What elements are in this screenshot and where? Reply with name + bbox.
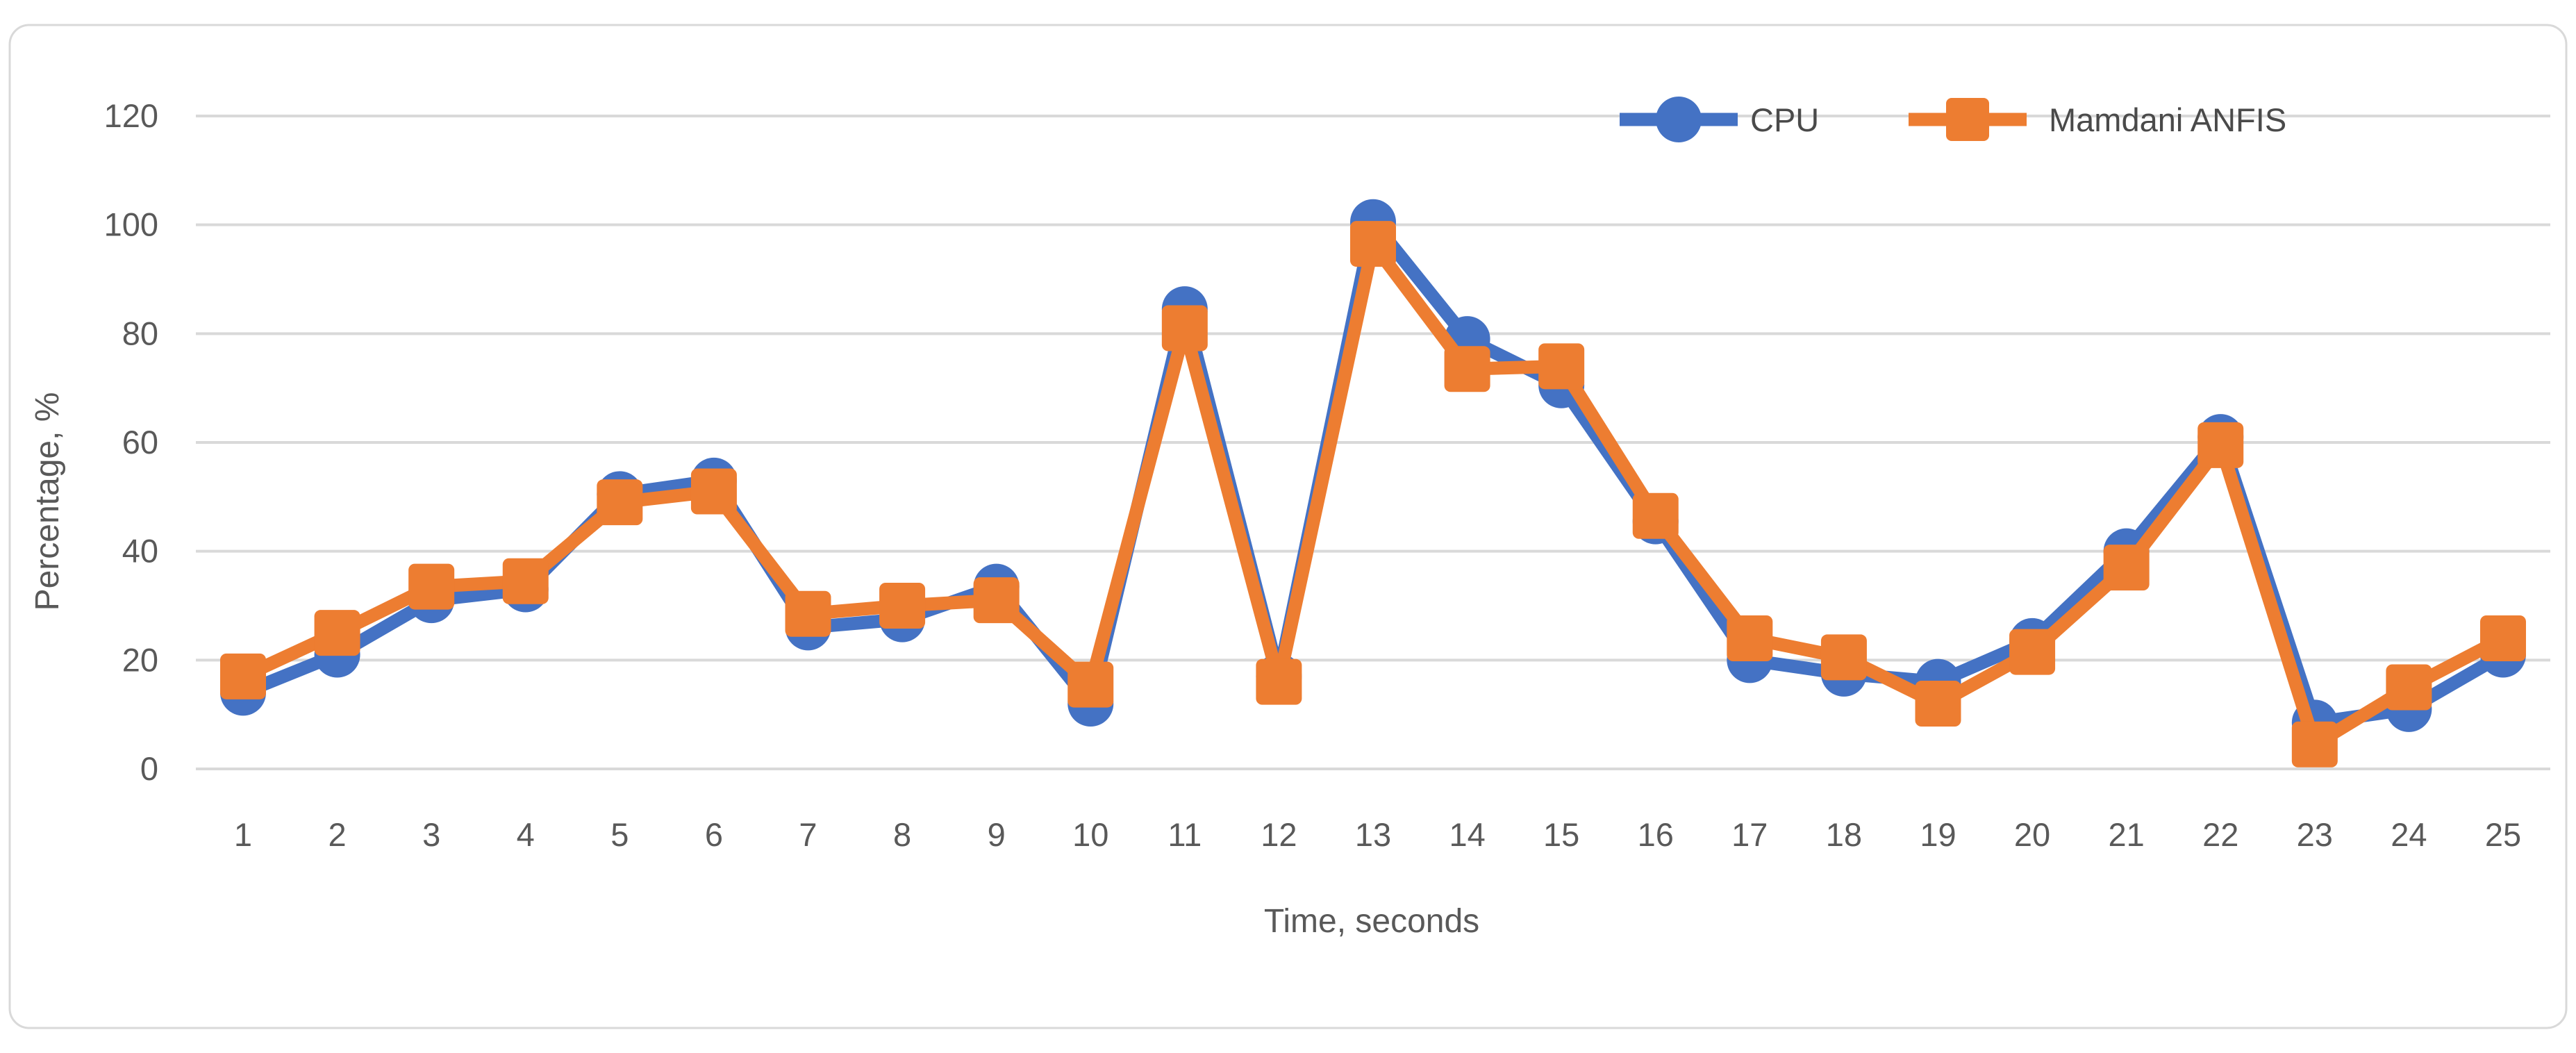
x-tick-label: 5 bbox=[610, 816, 629, 853]
x-axis-tick-labels: 1 2 3 4 5 6 7 8 9 10 11 12 13 14 15 16 17 18 19 20 21 22 23 24 2… bbox=[234, 816, 2521, 853]
mamdani-anfis-marker bbox=[2197, 422, 2244, 468]
y-axis-tick-labels: 0 20 40 60 80 100 120 bbox=[104, 97, 158, 787]
x-tick-label: 24 bbox=[2391, 816, 2427, 853]
x-tick-label: 2 bbox=[329, 816, 347, 853]
x-tick-label: 11 bbox=[1167, 816, 1202, 853]
x-tick-label: 4 bbox=[517, 816, 535, 853]
mamdani-anfis-line bbox=[240, 237, 2507, 752]
mamdani-anfis-marker bbox=[690, 468, 737, 515]
cpu-legend-circle-icon bbox=[1656, 97, 1702, 142]
x-tick-label: 9 bbox=[988, 816, 1006, 853]
mamdani-anfis-marker bbox=[973, 577, 1020, 624]
y-tick-label: 60 bbox=[122, 424, 158, 461]
anfis-legend-label: Mamdani ANFIS bbox=[2049, 101, 2286, 138]
mamdani-anfis-marker bbox=[1067, 661, 1114, 708]
mamdani-anfis-marker bbox=[1444, 346, 1490, 392]
y-tick-label: 120 bbox=[104, 97, 158, 134]
y-axis-title: Percentage, % bbox=[29, 392, 66, 611]
mamdani-anfis-marker bbox=[2103, 545, 2150, 591]
x-tick-label: 6 bbox=[705, 816, 723, 853]
mamdani-anfis-marker bbox=[2479, 615, 2526, 662]
mamdani-anfis-marker bbox=[1256, 658, 1302, 705]
mamdani-anfis-marker bbox=[785, 590, 831, 637]
y-tick-label: 20 bbox=[122, 641, 158, 678]
mamdani-anfis-marker bbox=[1915, 681, 1961, 727]
legend-item-cpu[interactable]: CPU bbox=[1620, 97, 1819, 142]
x-tick-label: 7 bbox=[799, 816, 817, 853]
x-tick-label: 12 bbox=[1261, 816, 1297, 853]
data-series-layer bbox=[220, 199, 2526, 768]
x-tick-label: 21 bbox=[2109, 816, 2145, 853]
x-tick-label: 19 bbox=[1920, 816, 1956, 853]
x-tick-label: 16 bbox=[1638, 816, 1674, 853]
mamdani-anfis-marker bbox=[502, 558, 549, 604]
cpu-line bbox=[240, 215, 2507, 729]
mamdani-anfis-marker bbox=[1538, 343, 1585, 390]
y-tick-label: 100 bbox=[104, 206, 158, 243]
anfis-legend-square-icon bbox=[1946, 98, 1989, 141]
mamdani-anfis-marker bbox=[2009, 629, 2056, 675]
mamdani-anfis-marker bbox=[314, 610, 360, 656]
mamdani-anfis-marker bbox=[597, 479, 643, 526]
x-tick-label: 18 bbox=[1826, 816, 1862, 853]
mamdani-anfis-marker bbox=[879, 583, 926, 629]
y-tick-label: 0 bbox=[140, 750, 158, 787]
mamdani-anfis-marker bbox=[2386, 664, 2432, 711]
x-tick-label: 20 bbox=[2014, 816, 2050, 853]
mamdani-anfis-marker bbox=[1161, 305, 1208, 351]
mamdani-anfis-marker bbox=[408, 563, 455, 610]
x-tick-label: 1 bbox=[234, 816, 252, 853]
x-tick-label: 10 bbox=[1072, 816, 1108, 853]
x-tick-label: 25 bbox=[2485, 816, 2521, 853]
mamdani-anfis-marker bbox=[220, 653, 266, 699]
mamdani-anfis-marker bbox=[1632, 492, 1679, 539]
x-tick-label: 22 bbox=[2202, 816, 2238, 853]
x-tick-label: 3 bbox=[422, 816, 440, 853]
figure-border bbox=[8, 24, 2568, 1029]
x-tick-label: 23 bbox=[2297, 816, 2333, 853]
y-tick-label: 80 bbox=[122, 315, 158, 351]
mamdani-anfis-marker bbox=[1349, 221, 1396, 267]
mamdani-anfis-marker bbox=[1820, 634, 1867, 681]
y-tick-label: 40 bbox=[122, 533, 158, 570]
mamdani-anfis-marker bbox=[2291, 721, 2338, 768]
cpu-legend-label: CPU bbox=[1750, 101, 1819, 138]
mamdani-anfis-marker bbox=[1727, 615, 1773, 662]
x-axis-title: Time, seconds bbox=[1264, 903, 1479, 940]
x-tick-label: 17 bbox=[1731, 816, 1768, 853]
x-tick-label: 13 bbox=[1355, 816, 1391, 853]
legend-item-mamdani-anfis[interactable]: Mamdani ANFIS bbox=[1909, 98, 2286, 141]
legend: CPU Mamdani ANFIS bbox=[1620, 97, 2286, 142]
x-tick-label: 14 bbox=[1449, 816, 1485, 853]
x-tick-label: 15 bbox=[1543, 816, 1579, 853]
x-tick-label: 8 bbox=[893, 816, 911, 853]
